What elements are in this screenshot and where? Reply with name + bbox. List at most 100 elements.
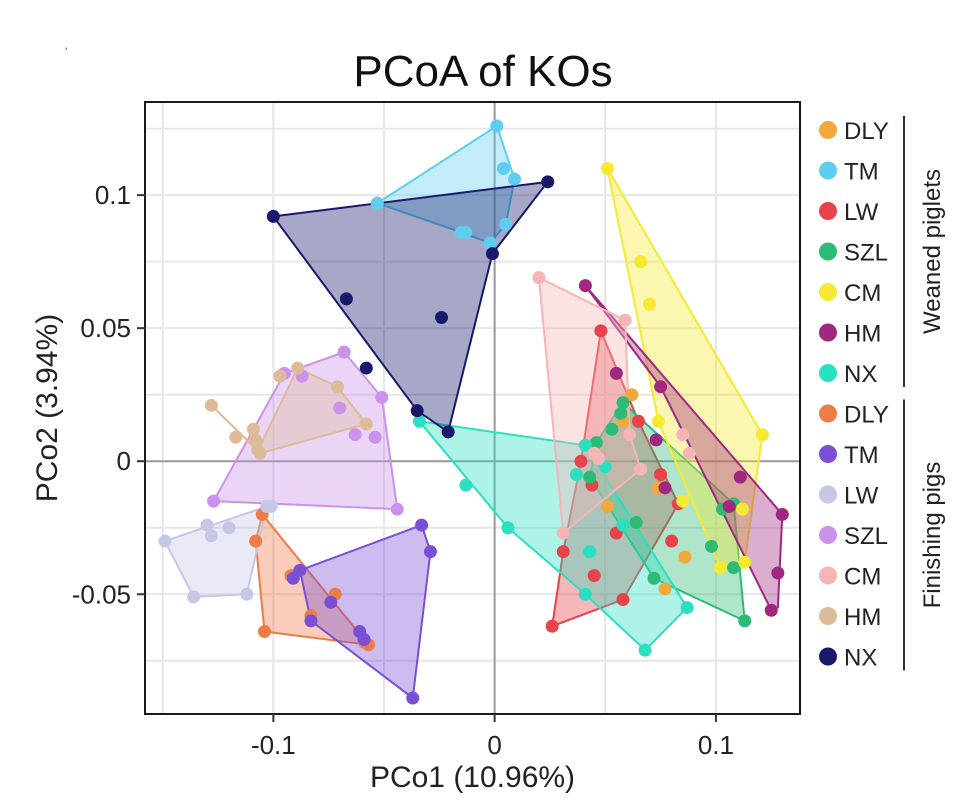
- legend-label: CM: [844, 564, 881, 591]
- point-finishing-tm: [406, 691, 420, 705]
- legend-label: TM: [844, 159, 879, 186]
- legend-label: DLY: [844, 402, 889, 429]
- point-weaned-lw: [665, 534, 679, 548]
- point-finishing-cm: [532, 271, 546, 285]
- legend-label: TM: [844, 442, 879, 469]
- point-weaned-hm: [609, 366, 623, 380]
- point-finishing-hm: [251, 444, 265, 458]
- legend-marker: [819, 485, 837, 504]
- point-finishing-hm: [204, 398, 218, 412]
- point-finishing-cm: [676, 428, 690, 442]
- point-finishing-tm: [357, 632, 371, 646]
- legend-marker: [819, 121, 837, 139]
- hull-finishing-cm: [537, 276, 642, 535]
- point-finishing-tm: [415, 518, 429, 532]
- point-finishing-tm: [324, 595, 338, 609]
- point-weaned-szl: [738, 614, 752, 628]
- point-weaned-lw: [545, 619, 559, 633]
- point-weaned-cm: [651, 414, 665, 428]
- point-weaned-lw: [654, 468, 668, 482]
- legend-label: CM: [844, 280, 881, 307]
- point-finishing-lw: [240, 587, 254, 601]
- point-weaned-hm: [578, 279, 592, 293]
- point-finishing-szl: [390, 502, 404, 516]
- point-finishing-cm: [556, 526, 570, 540]
- point-finishing-cm: [592, 452, 606, 466]
- point-weaned-cm: [600, 162, 614, 176]
- point-finishing-nx: [266, 209, 280, 223]
- x-tick-label: 0.1: [698, 730, 734, 760]
- point-weaned-nx: [616, 518, 630, 532]
- point-finishing-lw: [187, 590, 201, 604]
- point-finishing-hm: [246, 422, 260, 436]
- point-weaned-szl: [589, 436, 603, 450]
- legend-marker: [819, 404, 837, 423]
- legend-group-label: Weaned piglets: [919, 169, 946, 334]
- hull-finishing-lw: [163, 505, 268, 598]
- point-finishing-tm: [286, 571, 300, 585]
- point-finishing-szl: [368, 430, 382, 444]
- point-finishing-hm: [359, 417, 373, 431]
- point-weaned-lw: [587, 569, 601, 583]
- point-finishing-dly: [249, 534, 263, 548]
- point-weaned-cm: [634, 255, 648, 269]
- point-finishing-szl: [375, 390, 389, 404]
- point-weaned-dly: [600, 499, 614, 513]
- point-weaned-cm: [713, 561, 727, 575]
- point-finishing-hm: [291, 361, 305, 375]
- point-weaned-szl: [629, 515, 643, 529]
- point-finishing-hm: [331, 380, 345, 394]
- point-finishing-cm: [618, 313, 632, 327]
- point-weaned-dly: [658, 582, 672, 596]
- legend-label: LW: [844, 199, 879, 226]
- point-weaned-nx: [638, 643, 652, 657]
- point-weaned-tm: [370, 196, 384, 210]
- hull-finishing-tm: [298, 524, 432, 700]
- point-finishing-szl: [348, 428, 362, 442]
- legend-label: DLY: [844, 118, 889, 145]
- chart-title: PCoA of KOs: [353, 47, 612, 96]
- legend-marker: [819, 283, 837, 301]
- point-finishing-tm: [304, 614, 318, 628]
- point-weaned-lw: [556, 545, 570, 559]
- point-finishing-cm: [634, 462, 648, 476]
- point-weaned-tm: [508, 172, 522, 186]
- y-axis-label: PCo2 (3.94%): [31, 314, 64, 502]
- legend-marker: [819, 607, 837, 625]
- point-finishing-lw: [222, 521, 236, 535]
- point-finishing-nx: [410, 404, 424, 418]
- legend-marker: [819, 323, 837, 342]
- point-weaned-dly: [678, 550, 692, 564]
- legend-marker: [819, 161, 837, 180]
- legend-marker: [819, 566, 837, 585]
- point-finishing-lw: [264, 499, 278, 513]
- y-tick-label: -0.05: [72, 579, 131, 609]
- point-weaned-nx: [459, 478, 473, 492]
- point-weaned-lw: [616, 593, 630, 607]
- x-tick-label: -0.1: [251, 730, 296, 760]
- point-weaned-nx: [578, 438, 592, 452]
- zero-lines: [145, 102, 800, 714]
- legend-label: HM: [844, 321, 881, 348]
- point-weaned-dly: [625, 388, 639, 402]
- point-weaned-tm: [490, 119, 504, 133]
- point-weaned-szl: [605, 422, 619, 436]
- point-finishing-cm: [623, 428, 637, 442]
- point-finishing-lw: [200, 518, 214, 532]
- legend-group-label: Finishing pigs: [919, 462, 946, 609]
- tick-layer: -0.1 0 0.1 -0.05 0 0.05 0.1: [72, 180, 734, 760]
- point-finishing-dly: [257, 625, 271, 639]
- point-finishing-hm: [249, 433, 263, 447]
- point-finishing-lw: [204, 529, 218, 543]
- legend-label: SZL: [844, 523, 888, 550]
- legend-label: NX: [844, 361, 877, 388]
- point-finishing-cm: [682, 446, 696, 460]
- point-weaned-hm: [775, 507, 789, 521]
- point-weaned-lw: [631, 414, 645, 428]
- legend-label: LW: [844, 483, 879, 510]
- point-weaned-cm: [738, 555, 752, 569]
- point-weaned-hm: [764, 603, 778, 617]
- point-weaned-szl: [583, 470, 597, 484]
- legend-label: NX: [844, 645, 877, 672]
- plot-border: [144, 101, 801, 715]
